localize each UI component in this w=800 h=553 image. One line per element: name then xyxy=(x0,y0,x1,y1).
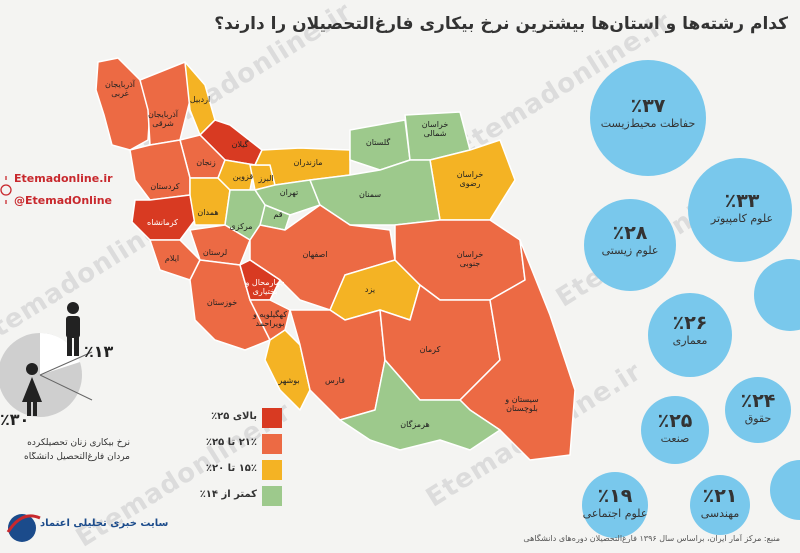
province-label: هرمزگان xyxy=(400,420,430,429)
province-ke xyxy=(131,194,196,241)
province-label: سیستان و بلوچستان xyxy=(505,395,539,413)
province-label: یزد xyxy=(364,285,376,294)
province-lo xyxy=(189,224,251,266)
bubble-shape xyxy=(582,472,648,538)
bubble-shape xyxy=(584,199,676,291)
province-label: کرمانشاه xyxy=(147,218,178,227)
province-bu xyxy=(264,329,311,411)
bubble-shape xyxy=(690,475,750,535)
province-ch xyxy=(239,259,281,301)
province-label: لرستان xyxy=(202,248,228,257)
province-label: کرمان xyxy=(419,345,441,354)
bubble-shape xyxy=(754,259,800,331)
province-label: مازندران xyxy=(293,158,323,167)
province-label: تهران xyxy=(279,188,299,197)
province-label: خراسان جنوبی xyxy=(456,250,484,268)
site-logo-icon xyxy=(6,514,41,542)
province-label: فارس xyxy=(325,376,345,385)
bubble-shape xyxy=(725,377,791,443)
legend-swatch xyxy=(262,434,282,454)
legend-item: ۲۱٪ تا ۲۵٪ xyxy=(180,434,285,454)
province-label: همدان xyxy=(197,208,219,217)
pie-leader-line xyxy=(39,351,93,376)
legend-item: بالای ۲۵٪ xyxy=(180,408,285,428)
field-bubble: ٪۲۶ معماری xyxy=(672,312,708,347)
legend-swatch xyxy=(262,408,282,428)
province-label: چهارمحال و بختیاری xyxy=(245,278,285,296)
legend-swatch xyxy=(262,460,282,480)
gender-caption-1: نرخ بیکاری زنان تحصیلکرده xyxy=(27,438,130,448)
male-icon xyxy=(66,302,80,356)
province-label: قزوین xyxy=(232,172,254,181)
field-bubble: ٪۲۴ حقوق xyxy=(740,390,776,425)
province-label: زنجان xyxy=(196,158,216,167)
field-bubble: ٪۲۸ علوم زیستی xyxy=(601,222,659,257)
province-label: اصفهان xyxy=(302,250,328,259)
field-bubble: ٪۳۳ علوم کامپیوتر xyxy=(710,190,774,225)
province-label: سمنان xyxy=(358,190,382,199)
province-label: اردبیل xyxy=(189,95,211,104)
gender-pie-slice xyxy=(40,332,80,375)
province-label: قم xyxy=(273,210,283,219)
province-label: البرز xyxy=(258,174,274,183)
bubble-shape xyxy=(648,293,732,377)
brand-handle[interactable]: @EtemadOnline xyxy=(14,194,113,207)
pie-leader-line xyxy=(39,374,93,401)
female-pct: ٪۳۰ xyxy=(0,410,30,429)
female-icon xyxy=(22,363,42,416)
province-label: گلستان xyxy=(365,138,391,147)
legend-item: ۱۵٪ تا ۲۰٪ xyxy=(180,460,285,480)
logo-text: سایت خبری تحلیلی اعتماد xyxy=(40,518,169,529)
gender-caption-2: مردان فارغ‌التحصیل دانشگاه xyxy=(24,452,130,462)
field-bubble: ٪۱۹ علوم اجتماعی xyxy=(582,485,648,520)
province-label: مرکزی xyxy=(229,222,253,231)
province-label: بوشهر xyxy=(278,376,300,385)
province-ho xyxy=(339,359,501,451)
bubble-shape xyxy=(770,460,800,520)
bubble-shape xyxy=(688,158,792,262)
province-label: کردستان xyxy=(150,182,180,191)
province-aw xyxy=(95,57,151,151)
province-label: آذربایجان شرقی xyxy=(147,110,178,128)
male-pct: ٪۱۳ xyxy=(84,342,114,361)
province-label: خراسان رضوی xyxy=(456,170,484,188)
page-title: کدام رشته‌ها و استان‌ها بیشترین نرخ بیکا… xyxy=(214,14,788,34)
bubble-shape xyxy=(590,60,706,176)
field-bubble: ٪۳۷ حفاظت محیط‌زیست xyxy=(600,95,696,130)
province-label: کهگیلویه و بویراحمد xyxy=(252,310,288,328)
province-label: خوزستان xyxy=(206,298,238,307)
source-note: منبع: مرکز آمار ایران، براساس سال ۱۳۹۶ ف… xyxy=(523,534,780,543)
bubble-shape xyxy=(641,396,709,464)
province-label: گیلان xyxy=(231,140,249,149)
province-si xyxy=(459,239,576,461)
field-bubble: ٪۲۵ صنعت xyxy=(657,410,693,445)
province-kb xyxy=(249,299,291,341)
province-fa xyxy=(289,309,386,421)
brand-sun-icon xyxy=(0,176,12,204)
province-label: خراسان شمالی xyxy=(421,120,449,138)
field-bubble: ٪۲۱ مهندسی xyxy=(700,485,740,520)
province-label: آذربایجان غربی xyxy=(104,80,135,98)
province-ae xyxy=(139,61,191,146)
brand-site[interactable]: Etemadonline.ir xyxy=(14,172,113,185)
province-ku xyxy=(129,139,191,201)
province-label: ایلام xyxy=(164,254,180,263)
legend-item: کمتر از ۱۴٪ xyxy=(180,486,285,506)
legend-swatch xyxy=(262,486,282,506)
